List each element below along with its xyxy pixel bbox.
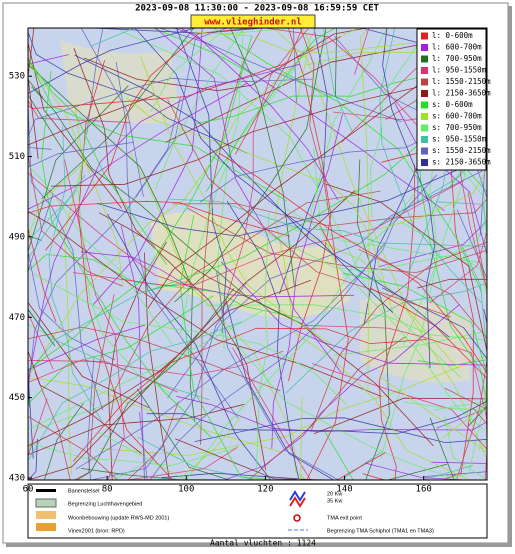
legend-label: l: 600-700m: [432, 43, 482, 52]
legend-text: Begrenzing Luchthavengebied: [68, 501, 142, 507]
boundary-swatch: [36, 499, 56, 507]
y-tick-label: 510: [9, 152, 25, 162]
runway-swatch: [36, 489, 56, 492]
legend-swatch: [421, 56, 428, 63]
legend-swatch: [421, 102, 428, 109]
legend-label: l: 1550-2150m: [432, 77, 491, 86]
legend-text: TMA exit point: [327, 515, 362, 521]
x-tick-label: 160: [416, 485, 432, 495]
legend-label: l: 0-600m: [432, 31, 473, 40]
title: 2023-09-08 11:30:00 - 2023-09-08 16:59:5…: [135, 4, 379, 14]
legend-text: Vinex2001 (bron: RPD): [68, 528, 125, 534]
legend-swatch: [421, 136, 428, 143]
legend-label: s: 700-950m: [432, 123, 482, 132]
y-tick-label: 450: [9, 393, 25, 403]
legend-text: Begrenzing TMA Schiphol (TMA1 en TMA3): [327, 528, 434, 534]
legend-text: 35 Kw: [327, 498, 342, 504]
legend-label: s: 2150-3650m: [432, 158, 491, 167]
legend-label: s: 600-700m: [432, 112, 482, 121]
legend-swatch: [421, 79, 428, 86]
y-tick-label: 470: [9, 313, 25, 323]
vinex-swatch: [36, 523, 56, 531]
legend-text: Woonbebouwing (update RWS-MD 2001): [68, 515, 169, 521]
legend-swatch: [421, 125, 428, 132]
legend-swatch: [421, 44, 428, 51]
x-tick-label: 120: [257, 485, 273, 495]
track-legend: l: 0-600m l: 600-700m l: 700-950m l: 950-15…: [417, 29, 491, 170]
housing-swatch: [36, 511, 56, 519]
legend-label: s: 950-1550m: [432, 135, 487, 144]
legend-label: l: 700-950m: [432, 54, 482, 63]
legend-swatch: [421, 159, 428, 166]
legend-label: l: 950-1550m: [432, 66, 487, 75]
y-tick-label: 490: [9, 232, 25, 242]
legend-swatch: [421, 33, 428, 40]
legend-label: s: 1550-2150m: [432, 146, 491, 155]
x-tick-label: 100: [178, 485, 194, 495]
y-tick-label: 530: [9, 72, 25, 82]
legend-swatch: [421, 148, 428, 155]
y-tick-label: 430: [9, 473, 25, 483]
x-tick-label: 80: [102, 485, 113, 495]
x-tick-label: 60: [23, 485, 34, 495]
legend-swatch: [421, 113, 428, 120]
x-tick-label: 140: [336, 485, 352, 495]
legend-swatch: [421, 67, 428, 74]
legend-label: l: 2150-3650m: [432, 89, 491, 98]
legend-text: Banenstelsel: [68, 488, 100, 494]
flight-count: Aantal vluchten : 1124: [210, 539, 316, 548]
legend-label: s: 0-600m: [432, 100, 473, 109]
site-link: www.vlieghinder.nl: [204, 17, 302, 28]
legend-swatch: [421, 90, 428, 97]
shadow: [508, 6, 512, 546]
